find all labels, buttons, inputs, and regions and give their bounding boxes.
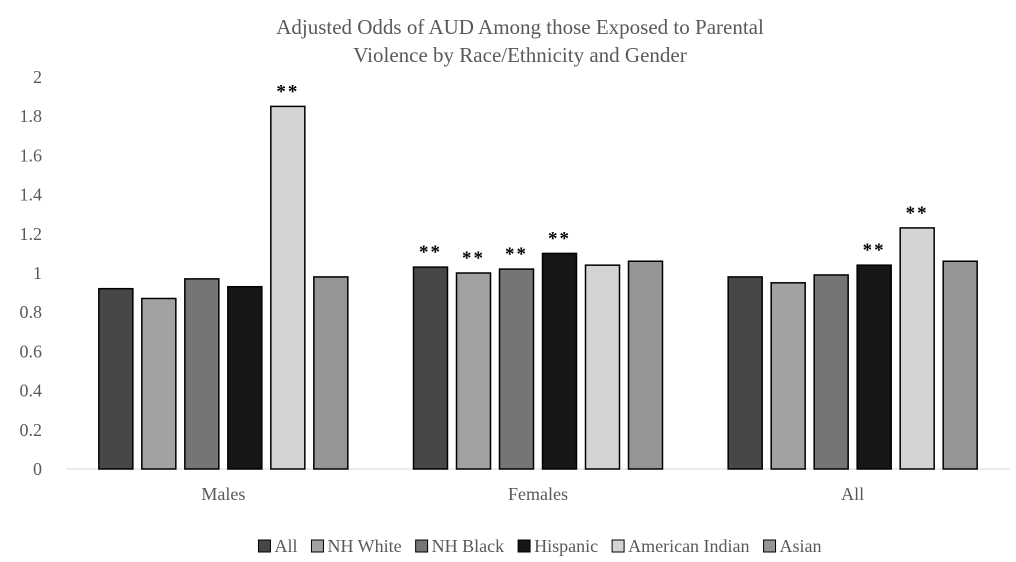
y-tick-label: 0.8: [20, 302, 43, 322]
y-tick-label: 0.6: [20, 341, 43, 361]
y-tick-label: 0.4: [20, 381, 43, 401]
y-tick-label: 1.8: [20, 106, 43, 126]
bar: [541, 252, 578, 470]
legend-swatch: [763, 539, 777, 553]
y-tick-label: 1: [33, 263, 42, 283]
y-tick-label: 2: [33, 67, 42, 87]
bar: [227, 285, 263, 470]
y-tick-label: 1.6: [20, 145, 43, 165]
bar: [184, 278, 220, 470]
legend-swatch: [257, 539, 271, 553]
bar: [942, 260, 978, 470]
bar: [899, 227, 935, 470]
y-tick-label: 0.2: [20, 420, 43, 440]
legend-label: NH White: [327, 536, 401, 556]
bar: [98, 287, 134, 470]
plot-area: 0 0.2 0.4 0.6 0.8 1 1.2 1.4 1.6 1.8 2 ** Males ** ** **…: [20, 67, 1010, 504]
bar: [141, 297, 177, 470]
y-tick-label: 1.2: [20, 224, 43, 244]
bar: [498, 268, 535, 470]
bar: [627, 260, 664, 470]
significance-marker: **: [906, 203, 929, 224]
significance-marker: **: [462, 248, 485, 269]
bar: [412, 266, 449, 470]
bar: [813, 274, 849, 470]
legend-label: All: [274, 536, 297, 556]
legend: All NH White NH Black Hispanic American Indi…: [257, 536, 822, 556]
legend-label: American Indian: [628, 536, 749, 556]
significance-marker: **: [276, 81, 299, 102]
bar: [455, 272, 492, 470]
bar: [727, 276, 763, 470]
legend-swatch: [310, 539, 324, 553]
x-category-label: Females: [508, 484, 568, 504]
bar: [313, 276, 349, 470]
significance-marker: **: [505, 244, 528, 265]
y-tick-label: 1.4: [20, 185, 43, 205]
legend-swatch: [517, 539, 531, 553]
bar: [770, 282, 806, 470]
y-tick-label: 0: [33, 459, 42, 479]
bar: [856, 264, 892, 470]
x-category-label: Males: [201, 484, 245, 504]
legend-swatch: [415, 539, 429, 553]
bar: [270, 105, 306, 470]
legend-swatch: [611, 539, 625, 553]
significance-marker: **: [548, 228, 571, 249]
legend-label: Asian: [780, 536, 822, 556]
significance-marker: **: [419, 242, 442, 263]
chart-title-line-1: Adjusted Odds of AUD Among those Exposed…: [276, 15, 764, 39]
bar: [584, 264, 621, 470]
significance-marker: **: [863, 240, 886, 261]
legend-label: Hispanic: [534, 536, 598, 556]
legend-label: NH Black: [432, 536, 504, 556]
x-category-label: All: [841, 484, 864, 504]
chart-title-line-2: Violence by Race/Ethnicity and Gender: [353, 43, 686, 67]
